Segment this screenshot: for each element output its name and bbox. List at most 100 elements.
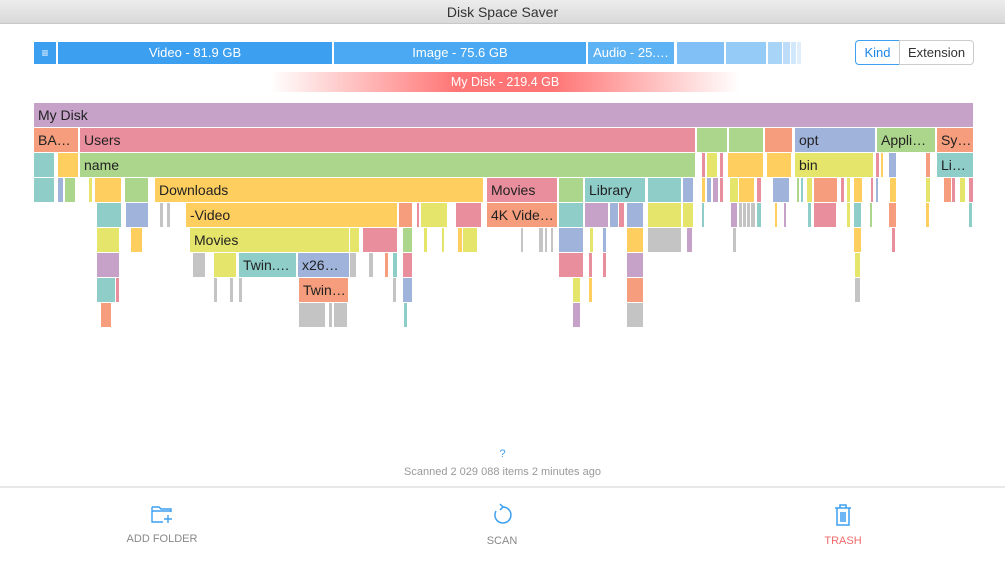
item-block[interactable]	[417, 203, 419, 227]
item-block[interactable]	[334, 303, 347, 327]
item-block[interactable]	[167, 203, 170, 227]
item-block[interactable]	[403, 228, 412, 252]
item-block[interactable]	[960, 178, 965, 202]
item-block[interactable]	[97, 228, 119, 252]
item-block[interactable]	[385, 253, 388, 277]
item-block[interactable]	[926, 203, 929, 227]
kind-segment[interactable]	[726, 42, 766, 64]
item-block[interactable]	[559, 253, 583, 277]
item-block[interactable]	[329, 303, 332, 327]
item-block[interactable]	[589, 253, 592, 277]
item-block[interactable]	[350, 253, 356, 277]
item-block[interactable]	[627, 228, 643, 252]
item-block[interactable]	[720, 153, 723, 177]
kind-segment[interactable]	[783, 42, 790, 64]
kind-toggle[interactable]: Kind	[855, 40, 900, 65]
item-block[interactable]	[648, 228, 681, 252]
scan-button[interactable]: SCAN	[442, 503, 562, 547]
kind-segment[interactable]: Audio - 25.…	[588, 42, 674, 64]
item-block[interactable]	[969, 203, 972, 227]
item-block[interactable]	[733, 228, 736, 252]
item-block[interactable]	[160, 203, 163, 227]
disk-total-bar[interactable]: My Disk - 219.4 GB	[270, 72, 740, 92]
item-block[interactable]	[713, 178, 718, 202]
item-block[interactable]	[801, 178, 803, 202]
item-block[interactable]	[876, 153, 879, 177]
item-block[interactable]	[590, 228, 593, 252]
item-block[interactable]	[424, 228, 427, 252]
item-block[interactable]	[363, 228, 397, 252]
item-block[interactable]	[728, 153, 763, 177]
item-block[interactable]	[707, 178, 711, 202]
folder-block[interactable]: Movies	[487, 178, 557, 202]
item-block[interactable]	[926, 178, 930, 202]
extension-toggle[interactable]: Extension	[899, 40, 974, 65]
kind-segment[interactable]	[768, 42, 782, 64]
item-block[interactable]	[743, 203, 746, 227]
folder-block[interactable]: Twin…	[299, 278, 348, 302]
item-block[interactable]	[58, 178, 63, 202]
item-block[interactable]	[952, 178, 955, 202]
item-block[interactable]	[841, 178, 844, 202]
item-block[interactable]	[97, 278, 115, 302]
kind-segment[interactable]	[797, 42, 801, 64]
item-block[interactable]	[702, 153, 705, 177]
item-block[interactable]	[944, 178, 951, 202]
item-block[interactable]	[421, 203, 447, 227]
folder-block[interactable]: Users	[80, 128, 695, 152]
item-block[interactable]	[393, 278, 396, 302]
folder-block[interactable]: My Disk	[34, 103, 973, 127]
folder-block[interactable]: Appli…	[877, 128, 935, 152]
folder-block[interactable]: 4K Vide…	[487, 203, 557, 227]
item-block[interactable]	[847, 178, 850, 202]
item-block[interactable]	[463, 228, 477, 252]
item-block[interactable]	[784, 203, 786, 227]
item-block[interactable]	[539, 228, 543, 252]
kind-segment[interactable]: Video - 81.9 GB	[58, 42, 332, 64]
item-block[interactable]	[969, 178, 973, 202]
item-block[interactable]	[854, 203, 861, 227]
menu-button[interactable]: ≡	[34, 42, 56, 64]
item-block[interactable]	[116, 278, 119, 302]
item-block[interactable]	[814, 203, 836, 227]
item-block[interactable]	[627, 253, 643, 277]
item-block[interactable]	[808, 203, 811, 227]
item-block[interactable]	[403, 253, 412, 277]
item-block[interactable]	[890, 178, 896, 202]
item-block[interactable]	[697, 128, 727, 152]
item-block[interactable]	[871, 178, 873, 202]
item-block[interactable]	[707, 153, 717, 177]
item-block[interactable]	[58, 153, 78, 177]
item-block[interactable]	[730, 178, 738, 202]
kind-segment[interactable]: Image - 75.6 GB	[334, 42, 586, 64]
item-block[interactable]	[687, 228, 692, 252]
item-block[interactable]	[847, 203, 850, 227]
folder-block[interactable]: Twin.…	[239, 253, 296, 277]
item-block[interactable]	[739, 203, 742, 227]
folder-block[interactable]: Downloads	[155, 178, 483, 202]
item-block[interactable]	[702, 178, 705, 202]
item-block[interactable]	[34, 153, 54, 177]
folder-block[interactable]: Li…	[937, 153, 973, 177]
item-block[interactable]	[683, 203, 693, 227]
item-block[interactable]	[89, 178, 92, 202]
item-block[interactable]	[299, 303, 325, 327]
item-block[interactable]	[521, 228, 523, 252]
item-block[interactable]	[855, 278, 860, 302]
item-block[interactable]	[545, 228, 547, 252]
item-block[interactable]	[458, 228, 462, 252]
item-block[interactable]	[648, 203, 681, 227]
item-block[interactable]	[757, 203, 761, 227]
add-folder-button[interactable]: ADD FOLDER	[102, 503, 222, 545]
folder-block[interactable]: name	[80, 153, 695, 177]
item-block[interactable]	[193, 253, 205, 277]
item-block[interactable]	[559, 178, 583, 202]
folder-block[interactable]: opt	[795, 128, 875, 152]
item-block[interactable]	[589, 278, 592, 302]
item-block[interactable]	[627, 278, 643, 302]
item-block[interactable]	[97, 203, 121, 227]
trash-button[interactable]: TRASH	[783, 503, 903, 547]
item-block[interactable]	[870, 203, 872, 227]
item-block[interactable]	[854, 178, 862, 202]
item-block[interactable]	[603, 228, 606, 252]
